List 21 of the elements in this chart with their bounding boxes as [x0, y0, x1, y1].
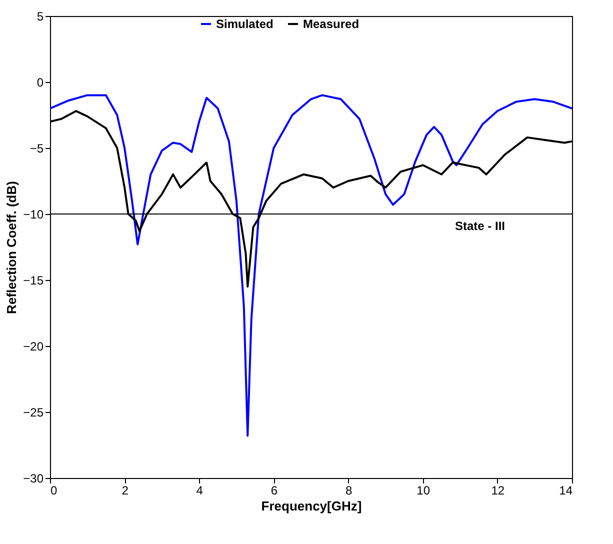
legend-label: Simulated [216, 17, 274, 31]
x-tick-label: 4 [196, 484, 204, 498]
y-tick-label: 5 [36, 10, 44, 24]
x-tick-label: 12 [491, 484, 505, 498]
legend-label: Measured [303, 17, 360, 31]
y-tick-label: −20 [23, 340, 44, 354]
y-axis-title: Reflection Coeff. (dB) [4, 181, 20, 314]
x-tick-label: 14 [559, 484, 573, 498]
y-tick-label: −15 [23, 274, 44, 288]
y-tick-label: −30 [23, 472, 44, 486]
annotation: State - III [454, 219, 506, 233]
x-tick-label: 2 [122, 484, 129, 498]
x-axis-title: Frequency[GHz] [261, 498, 362, 514]
x-tick-label: 0 [50, 484, 58, 498]
y-tick-label: −5 [30, 142, 44, 156]
y-tick-label: 0 [36, 76, 44, 90]
x-tick-label: 8 [345, 484, 352, 498]
x-tick-label: 6 [270, 484, 278, 498]
y-tick-label: −25 [23, 406, 44, 420]
x-tick-label: 10 [416, 484, 430, 498]
y-tick-label: −10 [23, 208, 44, 222]
